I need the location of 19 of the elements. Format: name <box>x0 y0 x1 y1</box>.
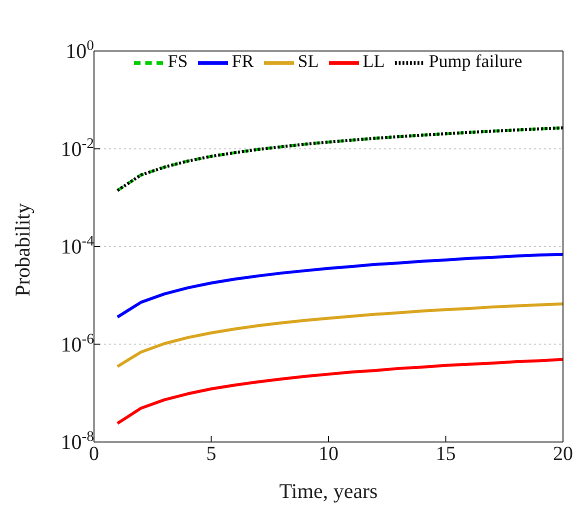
legend-label: FR <box>232 51 254 72</box>
legend-label: FS <box>168 51 188 72</box>
x-axis-title: Time, years <box>279 479 378 503</box>
legend-label: LL <box>362 51 385 72</box>
x-tick-label: 10 <box>318 443 338 465</box>
y-tick-label: 10$^{-2}$ <box>60 136 94 161</box>
x-tick-label: 15 <box>436 443 456 465</box>
y-tick-label: 10$^{-4}$ <box>60 234 95 258</box>
line-series <box>116 358 563 425</box>
legend-label: Pump failure <box>428 51 522 72</box>
legend-label: SL <box>298 51 319 72</box>
x-tick-label: 5 <box>206 443 216 465</box>
line-series <box>116 252 563 319</box>
line-series <box>116 302 563 368</box>
line-series <box>116 126 563 192</box>
y-tick-label: 10$^{0}$ <box>66 38 94 63</box>
y-tick-label: 10$^{-6}$ <box>60 331 94 356</box>
y-axis-title: Probability <box>10 202 34 296</box>
x-tick-label: 20 <box>553 443 573 465</box>
